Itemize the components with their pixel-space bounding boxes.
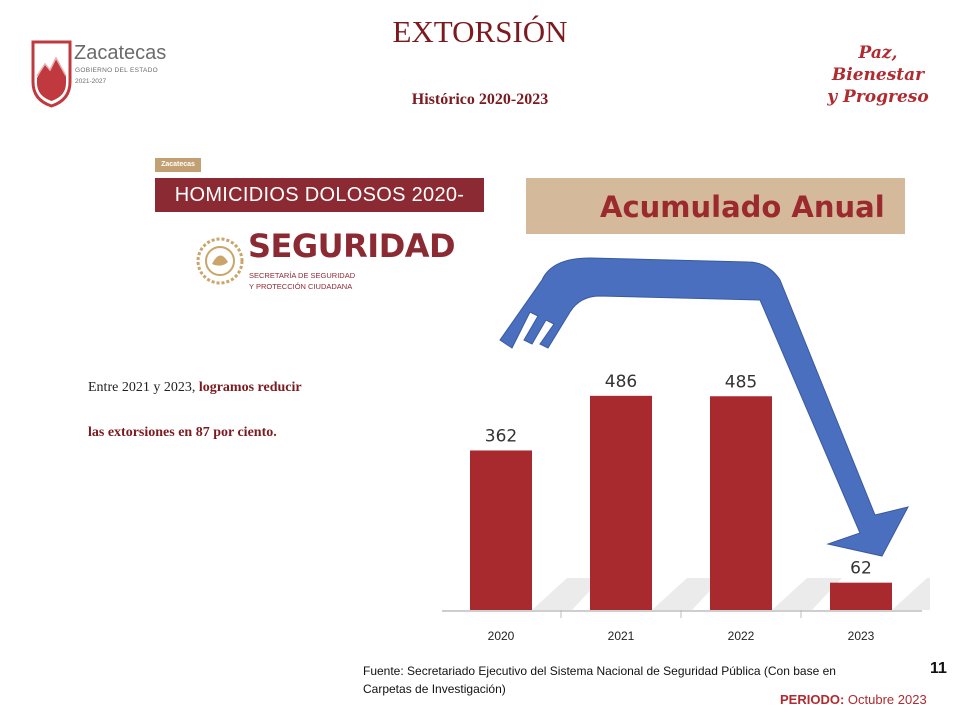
bar-2020 — [470, 450, 532, 610]
bar-shadows — [532, 578, 930, 610]
state-logo-years: 2021-2027 — [75, 78, 107, 85]
chart-heading-box — [526, 178, 905, 234]
source-line-1: Fuente: Secretariado Ejecutivo del Siste… — [363, 664, 836, 678]
period-value: Octubre 2023 — [847, 692, 927, 707]
slogan-line-1: Paz, Bienestar — [831, 43, 925, 85]
statement-plain: Entre 2021 y 2023, — [88, 380, 199, 395]
x-axis-tick-labels: 2020 2021 2022 2023 — [488, 629, 875, 643]
x-tick-label-2023: 2023 — [848, 629, 875, 643]
state-logo-name: Zacatecas — [74, 42, 167, 64]
slogan-logo: Paz, Bienestar y Progreso — [818, 42, 938, 108]
zacatecas-shield-icon — [31, 40, 72, 108]
page-title: EXTORSIÓN — [392, 14, 568, 49]
seguridad-title: SEGURIDAD — [248, 227, 456, 265]
zacatecas-tag: Zacatecas — [155, 158, 201, 172]
statement-bold: logramos reducir — [198, 380, 302, 395]
period-label: PERIODO: — [780, 692, 845, 707]
bar-shadow — [532, 578, 602, 610]
x-axis-ticks — [560, 610, 802, 618]
homicidios-banner: HOMICIDIOS DOLOSOS 2020-2023 — [155, 178, 484, 240]
statement-line-2: las extorsiones en 87 por ciento. — [88, 425, 277, 440]
data-label-2022: 485 — [725, 372, 757, 392]
national-emblem-icon — [196, 237, 244, 285]
data-label-2021: 486 — [605, 372, 637, 392]
trend-arrow — [499, 257, 909, 557]
bar-2021 — [590, 395, 652, 610]
x-tick-label-2022: 2022 — [728, 629, 755, 643]
source-note: Fuente: Secretariado Ejecutivo del Siste… — [363, 662, 903, 698]
seguridad-subtitle-1: SECRETARÍA DE SEGURIDAD — [249, 271, 356, 280]
source-line-2: Carpetas de Investigación) — [363, 682, 506, 696]
data-label-2020: 362 — [485, 426, 517, 446]
bar-chart: 362 486 485 62 2020 2021 2022 2023 — [442, 257, 930, 643]
statement-line-1: Entre 2021 y 2023, logramos reducir — [88, 380, 302, 396]
bar-shadow — [892, 578, 930, 610]
page-subtitle: Histórico 2020-2023 — [411, 91, 549, 108]
x-tick-label-2021: 2021 — [608, 629, 635, 643]
bars — [470, 395, 892, 610]
chart-heading: Acumulado Anual — [600, 190, 885, 224]
seguridad-subtitle-2: Y PROTECCIÓN CIUDADANA — [249, 282, 353, 291]
page-number: 11 — [930, 660, 947, 677]
bar-2022 — [710, 396, 772, 610]
period-note: PERIODO: Octubre 2023 — [780, 692, 927, 707]
bar-2023 — [830, 582, 892, 610]
bar-shadow — [772, 578, 842, 610]
data-label-2023: 62 — [850, 559, 872, 579]
data-labels: 362 486 485 62 — [485, 372, 872, 579]
slogan-line-2: y Progreso — [827, 87, 929, 107]
x-tick-label-2020: 2020 — [488, 629, 515, 643]
state-logo-sub: GOBIERNO DEL ESTADO — [75, 67, 158, 74]
bar-shadow — [652, 578, 722, 610]
